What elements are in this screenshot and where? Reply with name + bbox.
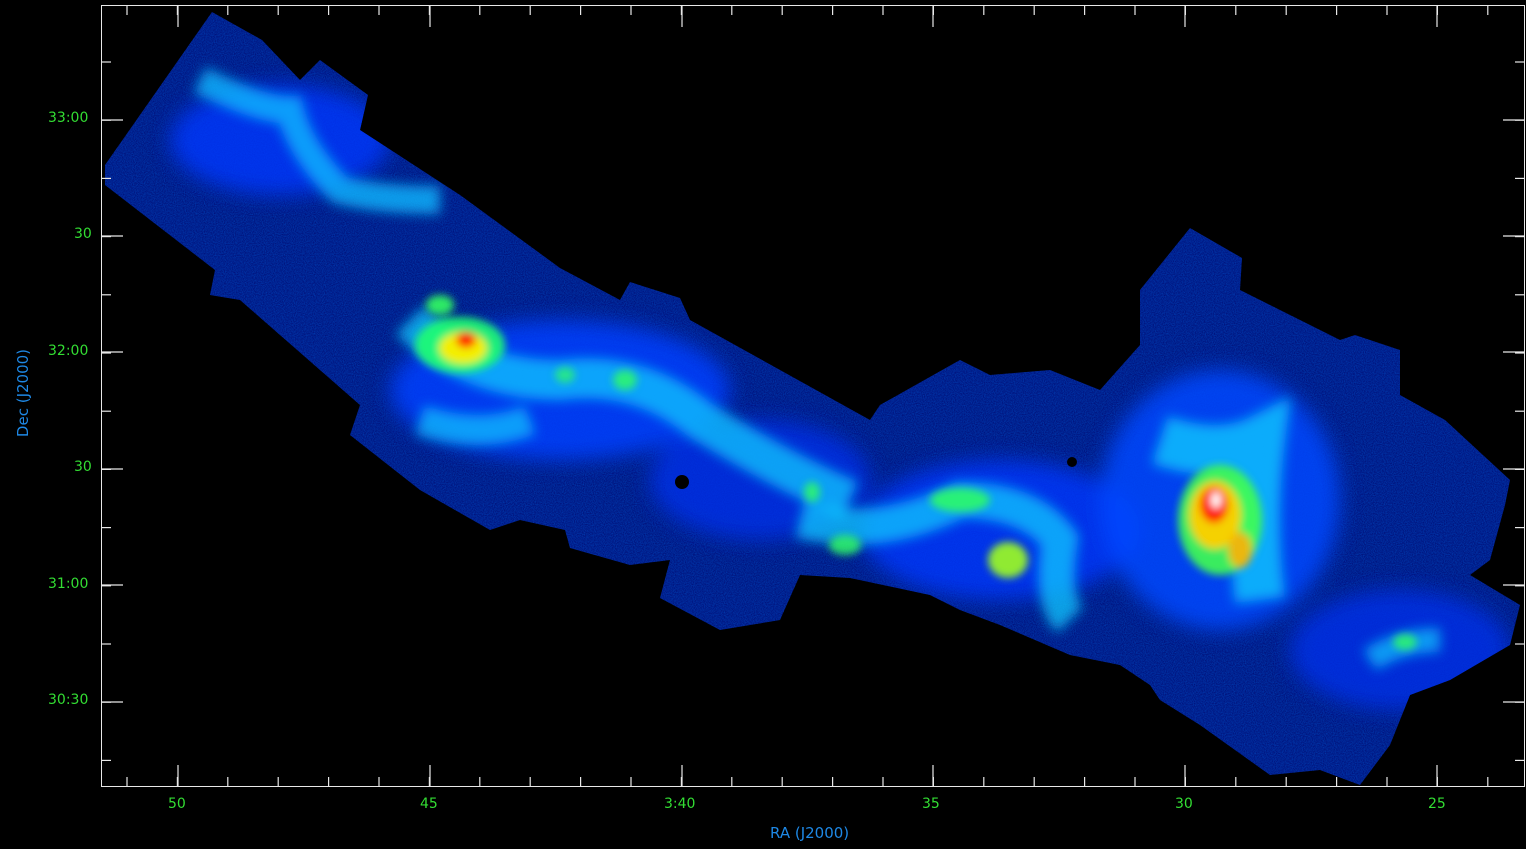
- x-tick-label: 25: [1428, 796, 1446, 812]
- y-tick-label: 33:00: [48, 110, 89, 126]
- plot-frame: [101, 5, 1525, 787]
- y-tick-label: 30: [74, 459, 92, 475]
- y-axis-title: Dec (J2000): [14, 348, 32, 438]
- y-tick-label: 32:00: [48, 343, 89, 359]
- y-tick-label: 30:30: [48, 692, 89, 708]
- x-tick-label: 3:40: [664, 796, 696, 812]
- x-tick-label: 45: [420, 796, 438, 812]
- x-tick-label: 30: [1175, 796, 1193, 812]
- x-tick-label: 50: [168, 796, 186, 812]
- x-tick-label: 35: [922, 796, 940, 812]
- y-tick-label: 31:00: [48, 576, 89, 592]
- y-tick-label: 30: [74, 226, 92, 242]
- axis-ticks: [101, 5, 1525, 787]
- dense-cores: [415, 295, 1417, 650]
- x-axis-title: RA (J2000): [770, 824, 850, 842]
